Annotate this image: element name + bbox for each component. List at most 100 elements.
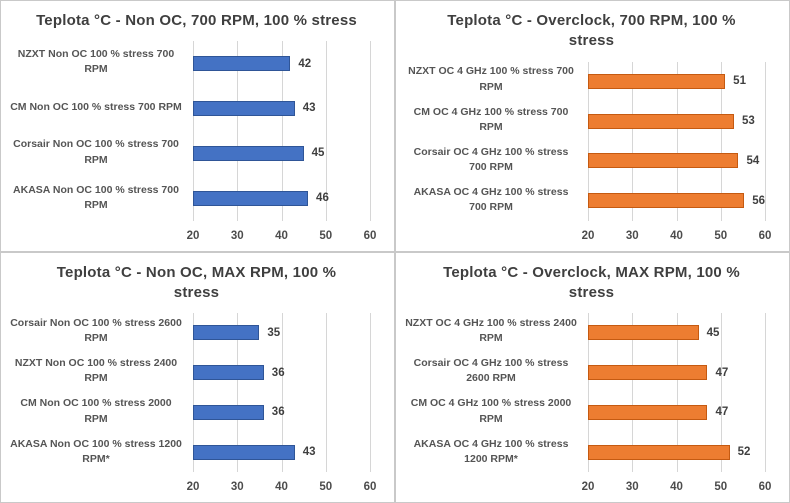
gridline [370, 41, 371, 221]
x-axis: 20 30 40 50 60 [187, 476, 377, 496]
value-label: 36 [271, 406, 285, 419]
bar-row: 35 [193, 313, 370, 353]
gridline [325, 41, 327, 221]
value-label: 42 [298, 57, 312, 70]
gridline [588, 313, 589, 472]
gridlines [588, 61, 766, 221]
bar [588, 153, 739, 169]
bar [193, 190, 309, 206]
value-label: 53 [742, 115, 755, 128]
gridline [325, 313, 327, 472]
gridline [237, 41, 239, 221]
value-label: 51 [733, 75, 746, 88]
x-axis: 20 30 40 50 60 [187, 225, 377, 245]
category-label: AKASA OC 4 GHz 100 % stress 700 RPM [413, 186, 569, 214]
category-label: CM OC 4 GHz 100 % stress 700 RPM [413, 105, 569, 133]
value-label: 45 [706, 326, 720, 339]
x-tick: 60 [758, 481, 772, 493]
x-tick: 20 [581, 229, 595, 242]
bar-row: 56 [588, 181, 765, 221]
bar-row: 52 [588, 432, 765, 472]
bar [193, 145, 304, 161]
x-tick: 50 [714, 481, 728, 493]
bar [588, 325, 699, 341]
bar [193, 100, 295, 116]
value-label: 47 [715, 366, 729, 379]
gridline [720, 61, 722, 221]
x-tick: 30 [625, 229, 639, 242]
x-tick: 60 [363, 229, 377, 242]
bar-series: 35 36 36 43 [193, 313, 370, 472]
value-label: 35 [267, 326, 281, 339]
chart-title: Teplota °C - Overclock, MAX RPM, 100 % s… [443, 263, 740, 301]
bar [588, 113, 735, 129]
chart-overclock-maxrpm: Teplota °C - Overclock, MAX RPM, 100 % s… [395, 251, 790, 503]
bar [193, 404, 264, 420]
category-label: Corsair OC 4 GHz 100 % stress 2600 RPM [413, 357, 569, 385]
category-label: AKASA Non OC 100 % stress 1200 RPM* [10, 437, 182, 465]
chart-plot-area: NZXT OC 4 GHz 100 % stress 2400 RPM Cors… [402, 311, 781, 496]
x-tick: 20 [186, 229, 200, 242]
gridline [632, 313, 634, 472]
x-tick: 20 [581, 481, 595, 493]
bar [588, 193, 745, 209]
bar-row: 51 [588, 62, 765, 102]
bar [588, 73, 726, 89]
bar-row: 42 [193, 41, 370, 86]
bar [193, 325, 260, 341]
category-label: Corsair Non OC 100 % stress 2600 RPM [10, 316, 182, 345]
bar-row: 53 [588, 101, 765, 141]
x-tick: 40 [670, 481, 683, 493]
chart-overclock-700rpm: Teplota °C - Overclock, 700 RPM, 100 % s… [395, 0, 790, 252]
x-tick: 40 [670, 229, 683, 242]
chart-title: Teplota °C - Non OC, MAX RPM, 100 % stre… [56, 263, 337, 301]
bar-series: 42 43 45 46 [193, 41, 370, 220]
value-label: 46 [316, 192, 329, 205]
gridlines [193, 313, 371, 472]
plot-region: 51 53 54 56 20 [582, 60, 771, 245]
x-tick: 60 [758, 229, 772, 242]
bar [588, 444, 730, 460]
bar-row: 36 [193, 353, 370, 393]
gridline [193, 41, 194, 221]
x-tick: 50 [714, 229, 728, 242]
bar [193, 56, 291, 72]
x-tick: 30 [230, 229, 244, 242]
gridline [588, 61, 589, 221]
category-label: CM Non OC 100 % stress 700 RPM [10, 100, 182, 113]
value-label: 43 [302, 102, 316, 115]
value-label: 45 [311, 147, 325, 160]
category-label: Corsair Non OC 100 % stress 700 RPM [13, 138, 179, 166]
category-label: AKASA OC 4 GHz 100 % stress 1200 RPM* [413, 437, 569, 465]
x-tick: 40 [275, 229, 288, 242]
bar-row: 45 [588, 313, 765, 353]
bar-row: 47 [588, 353, 765, 393]
category-axis: Corsair Non OC 100 % stress 2600 RPM NZX… [7, 311, 185, 496]
gridline [370, 313, 371, 472]
gridline [193, 313, 194, 472]
gridline [676, 61, 678, 221]
value-label: 36 [271, 366, 285, 379]
bar [588, 365, 708, 381]
value-label: 52 [737, 446, 751, 459]
category-axis: NZXT OC 4 GHz 100 % stress 2400 RPM Cors… [402, 311, 580, 496]
value-label: 56 [752, 194, 765, 207]
bar [193, 444, 295, 460]
chart-plot-area: NZXT Non OC 100 % stress 700 RPM CM Non … [7, 39, 386, 244]
category-label: NZXT Non OC 100 % stress 2400 RPM [14, 357, 178, 385]
value-label: 43 [302, 446, 316, 459]
plot-region: 35 36 36 43 20 [187, 311, 377, 496]
chart-title: Teplota °C - Overclock, 700 RPM, 100 % s… [447, 12, 736, 50]
plot-region: 42 43 45 46 20 [187, 39, 377, 245]
category-label: CM OC 4 GHz 100 % stress 2000 RPM [410, 397, 572, 425]
bar-row: 43 [193, 86, 370, 131]
x-tick: 20 [186, 481, 200, 493]
x-tick: 40 [275, 481, 288, 493]
category-label: NZXT Non OC 100 % stress 700 RPM [17, 47, 175, 75]
gridline [281, 41, 283, 221]
x-tick: 30 [230, 481, 244, 493]
gridline [237, 313, 239, 472]
bar-series: 51 53 54 56 [588, 62, 765, 221]
bar-row: 43 [193, 432, 370, 472]
